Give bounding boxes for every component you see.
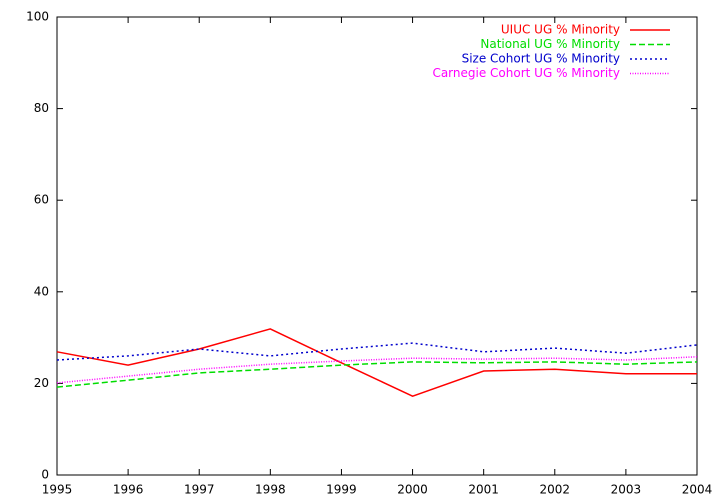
legend-label: National UG % Minority bbox=[480, 37, 620, 51]
y-tick-label: 40 bbox=[34, 284, 49, 298]
plot-frame bbox=[56, 16, 698, 476]
legend-label: Size Cohort UG % Minority bbox=[462, 52, 620, 66]
x-tick-label: 1996 bbox=[113, 483, 144, 497]
y-tick-label: 20 bbox=[34, 376, 49, 390]
x-tick-label: 2002 bbox=[540, 483, 571, 497]
x-tick-label: 1997 bbox=[184, 483, 215, 497]
y-tick-label: 0 bbox=[41, 468, 49, 482]
x-tick-label: 2000 bbox=[397, 483, 428, 497]
series-line bbox=[56, 361, 698, 388]
x-tick-label: 1999 bbox=[326, 483, 357, 497]
series-line bbox=[56, 342, 698, 361]
x-tick-label: 2003 bbox=[611, 483, 642, 497]
series-line bbox=[56, 328, 697, 398]
y-tick-label: 80 bbox=[34, 101, 49, 115]
x-tick-label: 2004 bbox=[682, 483, 713, 497]
x-tick-label: 1995 bbox=[42, 483, 73, 497]
y-tick-label: 60 bbox=[34, 193, 49, 207]
legend-label: UIUC UG % Minority bbox=[501, 23, 620, 37]
series-line bbox=[56, 356, 698, 384]
legend-label: Carnegie Cohort UG % Minority bbox=[432, 66, 620, 80]
x-tick-label: 2001 bbox=[468, 483, 499, 497]
x-tick-label: 1998 bbox=[255, 483, 286, 497]
y-tick-label: 100 bbox=[26, 10, 49, 24]
